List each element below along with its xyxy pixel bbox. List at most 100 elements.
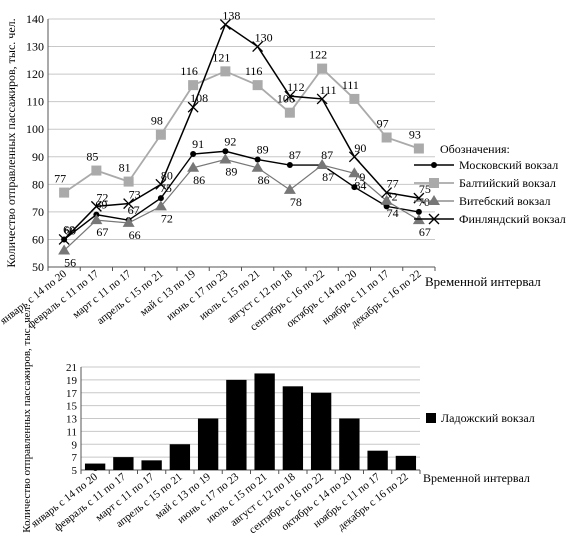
data-point bbox=[380, 194, 393, 205]
data-point bbox=[58, 244, 71, 255]
data-point bbox=[348, 167, 361, 178]
data-point-stroke bbox=[252, 41, 264, 53]
series-line-2 bbox=[63, 158, 420, 251]
data-label: 19 bbox=[231, 384, 243, 396]
data-label: 13 bbox=[203, 423, 215, 435]
data-label: 90 bbox=[354, 141, 366, 155]
data-label: 116 bbox=[180, 64, 198, 78]
data-label: 70 bbox=[418, 195, 430, 209]
y-tick-label: 13 bbox=[66, 414, 78, 426]
data-label: 98 bbox=[151, 114, 163, 128]
data-label: 80 bbox=[161, 168, 173, 182]
data-point bbox=[383, 203, 390, 210]
data-point-stroke bbox=[219, 19, 231, 30]
data-label: 87 bbox=[321, 148, 333, 162]
bar bbox=[395, 455, 417, 470]
data-label: 60 bbox=[64, 223, 76, 237]
data-point bbox=[317, 63, 328, 74]
legend-marker bbox=[429, 178, 439, 188]
data-label: 6,5 bbox=[145, 460, 159, 472]
data-point-stroke bbox=[348, 151, 360, 163]
data-point bbox=[220, 66, 231, 77]
data-label: 72 bbox=[96, 190, 108, 204]
data-point-stroke bbox=[381, 187, 393, 199]
data-label: 93 bbox=[409, 128, 421, 142]
data-label: 67 bbox=[128, 203, 140, 217]
data-point bbox=[155, 178, 167, 190]
data-point bbox=[90, 214, 103, 225]
data-point bbox=[219, 19, 231, 30]
data-label: 87 bbox=[322, 170, 334, 184]
data-label: 9 bbox=[177, 448, 183, 460]
y-tick-label: 11 bbox=[66, 426, 77, 438]
bar bbox=[282, 386, 304, 470]
legend-marker bbox=[428, 213, 440, 225]
data-point bbox=[316, 93, 328, 105]
legend-label: Витебский вокзал bbox=[459, 194, 551, 208]
data-point bbox=[316, 159, 329, 170]
y-tick-label: 140 bbox=[26, 12, 44, 26]
y-axis-title: Количество отправленных пассажиров, тыс.… bbox=[4, 18, 18, 267]
series-line-3 bbox=[63, 23, 420, 240]
data-point bbox=[415, 208, 422, 215]
legend-marker bbox=[428, 195, 440, 205]
data-label: 116 bbox=[245, 64, 263, 78]
y-tick-label: 80 bbox=[32, 177, 44, 191]
data-label: 85 bbox=[86, 150, 98, 164]
y-tick-label: 60 bbox=[32, 232, 44, 246]
bar bbox=[141, 460, 162, 470]
y-tick-label: 5 bbox=[72, 465, 78, 477]
y-tick-label: 7 bbox=[72, 452, 78, 464]
data-point bbox=[90, 200, 102, 212]
legend-label: Финляндский вокзал bbox=[459, 212, 566, 226]
y-tick-label: 19 bbox=[66, 375, 78, 387]
data-point bbox=[413, 143, 424, 154]
legend-label: Балтийский вокзал bbox=[459, 176, 556, 190]
x-axis-title: Временной интервал bbox=[425, 274, 541, 289]
data-label: 7 bbox=[121, 459, 127, 471]
data-label: 73 bbox=[129, 188, 141, 202]
data-point-stroke bbox=[187, 101, 199, 113]
data-label: 18 bbox=[287, 390, 299, 402]
y-tick-label: 15 bbox=[66, 401, 78, 413]
data-point bbox=[381, 187, 393, 199]
data-point-stroke bbox=[123, 198, 135, 210]
legend-marker bbox=[426, 413, 436, 423]
data-point bbox=[252, 80, 263, 91]
y-tick-label: 70 bbox=[32, 205, 44, 219]
data-label: 56 bbox=[64, 255, 76, 269]
data-label: 87 bbox=[289, 148, 301, 162]
data-label: 111 bbox=[342, 78, 359, 92]
data-label: 111 bbox=[320, 83, 337, 97]
legend-title: Обозначения: bbox=[440, 142, 510, 156]
data-label: 7,2 bbox=[399, 458, 413, 470]
data-point bbox=[157, 195, 164, 202]
data-point bbox=[284, 107, 295, 118]
y-tick-label: 110 bbox=[26, 95, 44, 109]
data-point bbox=[154, 200, 167, 211]
data-label: 72 bbox=[161, 211, 173, 225]
data-label: 91 bbox=[192, 137, 204, 151]
x-axis-title: Временной интервал bbox=[423, 471, 530, 485]
data-point bbox=[351, 184, 358, 191]
legend-label: Московский вокзал bbox=[459, 158, 558, 172]
data-label: 86 bbox=[193, 173, 205, 187]
bar bbox=[339, 418, 360, 470]
y-tick-label: 50 bbox=[32, 260, 44, 274]
legend-marker-stroke bbox=[428, 213, 440, 225]
bar bbox=[226, 379, 247, 470]
data-label: 138 bbox=[222, 9, 240, 23]
data-point bbox=[91, 165, 102, 176]
data-point bbox=[252, 41, 264, 53]
data-point-stroke bbox=[284, 90, 296, 102]
data-label: 78 bbox=[290, 195, 302, 209]
data-label: 121 bbox=[212, 50, 230, 64]
y-tick-label: 90 bbox=[32, 150, 44, 164]
data-point-stroke bbox=[155, 178, 167, 190]
data-point-stroke bbox=[316, 93, 328, 105]
data-label: 75 bbox=[160, 181, 172, 195]
data-point-stroke bbox=[90, 200, 102, 212]
data-point bbox=[58, 233, 70, 245]
legend-label: Ладожский вокзал bbox=[441, 411, 535, 425]
